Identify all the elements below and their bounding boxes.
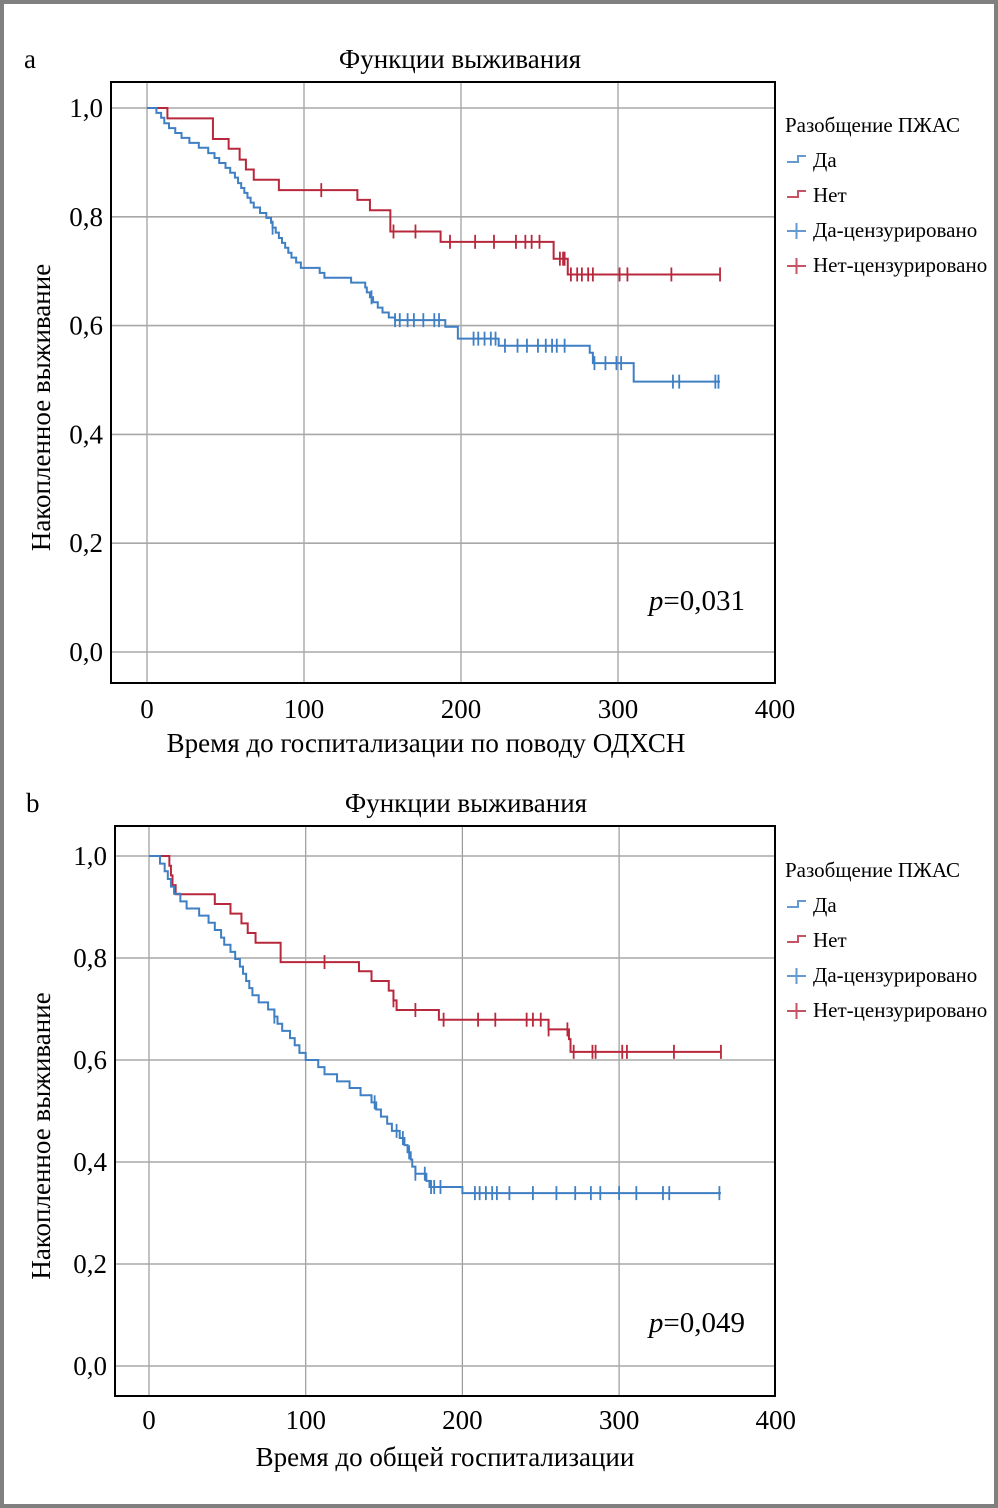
y-tick-label: 1,0 [73,841,107,871]
legend-item: Да-цензурировано [787,963,977,987]
x-axis-label: Время до госпитализации по поводу ОДХСН [167,728,686,758]
legend-censor-icon [787,258,806,274]
legend-censor-icon [787,223,806,239]
y-tick-label: 0,6 [73,1045,107,1075]
legend-label: Нет-цензурировано [813,253,987,277]
y-tick-label: 0,2 [73,1249,107,1279]
legend-censor-icon [787,1003,806,1019]
gridlines [115,826,775,1396]
x-tick-label: 300 [599,1405,640,1435]
figure-canvas: a Функции выживания 0 100 200 300 400 0,0 0,2 0,4… [24,44,987,1472]
legend: Разобщение ПЖАС Да Нет Да-цензурировано Нет-… [785,858,987,1022]
legend-step-icon [787,900,806,908]
legend-item: Нет-цензурировано [787,998,987,1022]
figure-sheet: a Функции выживания 0 100 200 300 400 0,0 0,2 0,4… [4,4,994,1504]
survival-step-line [149,855,721,1053]
p-symbol: p [647,1307,664,1339]
legend-label: Да-цензурировано [813,218,977,242]
p-value: =0,031 [663,585,745,617]
legend-title: Разобщение ПЖАС [785,858,960,882]
survival-step-line [149,855,721,1195]
survival-step-line [147,107,721,276]
legend-censor-icon [787,968,806,984]
legend-label: Да-цензурировано [813,963,977,987]
p-symbol: p [647,585,664,617]
x-tick-label: 300 [598,694,639,724]
y-axis-label: Накопленное выживание [26,264,56,551]
chart-panel-a: a Функции выживания 0 100 200 300 400 0,0 0,2 0,4… [24,44,987,758]
legend-label: Нет [813,928,847,952]
panel-letter: b [26,788,40,818]
x-tick-label: 100 [284,694,325,724]
y-tick-label: 0,0 [73,1351,107,1381]
y-tick-label: 1,0 [69,93,103,123]
gridlines [111,82,775,683]
legend: Разобщение ПЖАС Да Нет Да-цензурировано Нет-… [785,113,987,277]
legend-label: Да [813,893,837,917]
series-net [149,855,722,1059]
legend-label: Да [813,148,837,172]
chart-title: Функции выживания [345,788,587,818]
x-tick-label: 0 [142,1405,156,1435]
x-tick-label: 0 [140,694,154,724]
series-da [149,855,721,1201]
y-tick-label: 0,0 [69,637,103,667]
series-da [147,107,721,389]
legend-item: Да [787,893,837,917]
x-tick-label: 100 [285,1405,326,1435]
legend-label: Нет [813,183,847,207]
chart-panel-b: b Функции выживания 0 100 200 300 400 0,0 0,2 0,4… [26,788,987,1472]
chart-title: Функции выживания [339,44,581,74]
x-tick-label: 200 [442,1405,483,1435]
legend-step-icon [787,190,806,198]
legend-title: Разобщение ПЖАС [785,113,960,137]
p-value: =0,049 [663,1307,745,1339]
legend-item: Да [787,148,837,172]
p-value-annotation: p=0,031 [647,585,745,617]
legend-step-icon [787,935,806,943]
plot-frame [110,81,776,684]
x-tick-label: 400 [756,1405,797,1435]
legend-item: Да-цензурировано [787,218,977,242]
y-axis-label: Накопленное выживание [26,992,56,1279]
x-axis-label: Время до общей госпитализации [256,1442,635,1472]
y-tick-label: 0,2 [69,528,103,558]
y-tick-label: 0,4 [69,419,103,449]
p-value-annotation: p=0,049 [647,1307,745,1339]
x-tick-label: 200 [441,694,482,724]
y-tick-label: 0,4 [73,1147,107,1177]
legend-item: Нет [787,928,847,952]
y-tick-label: 0,8 [73,943,107,973]
y-tick-label: 0,8 [69,202,103,232]
series-net [147,107,721,282]
legend-item: Нет [787,183,847,207]
legend-label: Нет-цензурировано [813,998,987,1022]
x-tick-label: 400 [755,694,796,724]
legend-step-icon [787,155,806,163]
legend-item: Нет-цензурировано [787,253,987,277]
plot-frame [114,825,776,1397]
survival-step-line [147,107,721,383]
y-tick-label: 0,6 [69,311,103,341]
panel-letter: a [24,44,36,74]
